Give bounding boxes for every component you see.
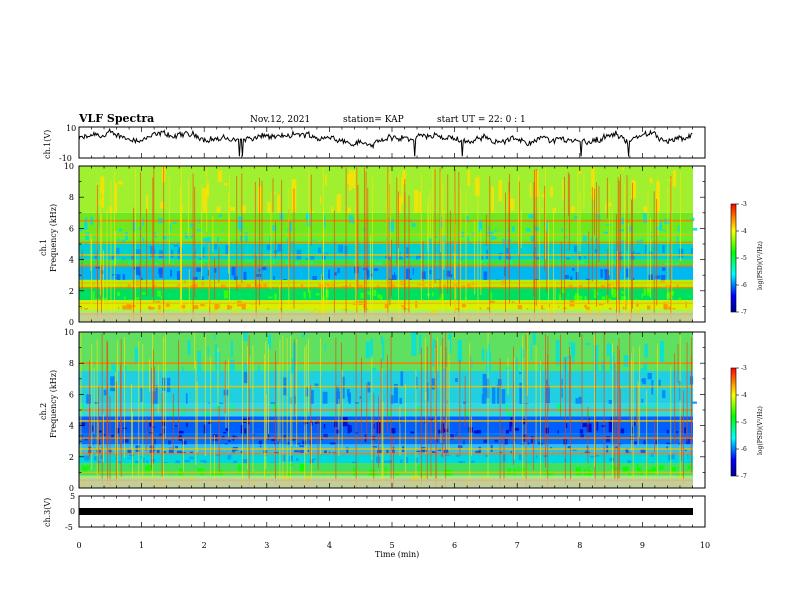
colorbar-tick: -7 xyxy=(741,473,747,480)
ch2-freq-ticks: 0 2 4 6 8 10 xyxy=(64,328,705,493)
ch3-ytick-0: 0 xyxy=(70,507,75,516)
time-tick-label: 3 xyxy=(264,541,269,550)
colorbar-tick: -3 xyxy=(741,201,747,208)
time-tick-label: 7 xyxy=(515,541,520,550)
colorbar-tick: -7 xyxy=(741,309,747,316)
freq-tick-label: 2 xyxy=(69,287,74,296)
ch2-spec-ylabel-freq: Frequency (kHz) xyxy=(49,370,58,438)
ch2-colorbar: -3 -4 -5 -6 -7 log(PSD)(V²/Hz) xyxy=(730,365,764,480)
time-tick-labels: 0 1 2 3 4 5 6 7 8 9 10 xyxy=(76,541,710,550)
colorbar-tick: -5 xyxy=(741,255,747,262)
freq-tick-label: 4 xyxy=(69,256,74,265)
ch1-spectrogram-image xyxy=(79,166,705,322)
freq-tick-label: 8 xyxy=(69,359,74,368)
ch1-spec-x-ticks xyxy=(78,166,706,322)
ch1-spectrogram-panel: 0 2 4 6 8 10 ch.1 Frequency (kHz) -3 -4 -5 -6 -7 … xyxy=(39,162,764,327)
ch3-ylabel: ch.3(V) xyxy=(43,498,52,527)
figure-title: VLF Spectra xyxy=(78,112,154,125)
x-axis-label: Time (min) xyxy=(375,550,419,559)
colorbar-tick: -6 xyxy=(741,282,747,289)
ch1-colorbar: -3 -4 -5 -6 -7 log(PSD)(V²/Hz) xyxy=(730,201,764,316)
ch1-ylabel: ch.1(V) xyxy=(43,130,52,159)
station-label: station= KAP xyxy=(343,115,404,125)
time-tick-label: 9 xyxy=(640,541,645,550)
ch2-colorbar-label: log(PSD)(V²/Hz) xyxy=(757,406,764,455)
ch2-spec-x-ticks xyxy=(78,332,706,488)
freq-tick-label: 6 xyxy=(69,224,74,233)
time-tick-label: 6 xyxy=(452,541,457,550)
colorbar-tick: -6 xyxy=(741,446,747,453)
freq-tick-label: 0 xyxy=(69,484,74,493)
time-tick-label: 8 xyxy=(577,541,582,550)
ch2-spectrogram-image xyxy=(79,332,705,488)
date-label: Nov.12, 2021 xyxy=(250,115,310,125)
ch1-x-ticks xyxy=(78,127,706,158)
freq-tick-label: 10 xyxy=(64,162,74,171)
ch1-spec-ylabel-freq: Frequency (kHz) xyxy=(49,204,58,272)
freq-tick-label: 2 xyxy=(69,453,74,462)
ch1-voltage-panel: 10 -10 ch.1(V) xyxy=(43,124,706,163)
ch3-ytick-5: 5 xyxy=(70,492,75,501)
time-tick-label: 0 xyxy=(76,541,81,550)
ch2-spectrogram-panel: 0 2 4 6 8 10 ch.2 Frequency (kHz) -3 -4 -5 -6 -7 … xyxy=(39,328,764,493)
time-tick-label: 4 xyxy=(327,541,332,550)
ch2-spec-ylabel-channel: ch.2 xyxy=(39,403,48,420)
time-tick-label: 2 xyxy=(202,541,207,550)
colorbar-tick: -4 xyxy=(741,228,747,235)
ch1-freq-ticks: 0 2 4 6 8 10 xyxy=(64,162,705,327)
freq-tick-label: 8 xyxy=(69,193,74,202)
time-tick-label: 1 xyxy=(139,541,144,550)
ch3-voltage-panel: 5 0 -5 ch.3(V) 0 1 2 3 4 5 6 7 8 9 10 Time (min) xyxy=(43,492,710,559)
colorbar-tick: -5 xyxy=(741,419,747,426)
colorbar-tick: -3 xyxy=(741,365,747,372)
ch1-colorbar-label: log(PSD)(V²/Hz) xyxy=(757,241,764,290)
freq-tick-label: 6 xyxy=(69,390,74,399)
ch3-x-ticks xyxy=(78,496,706,527)
ch1-ytick-bottom: -10 xyxy=(59,154,72,163)
start-ut-label: start UT = 22: 0 : 1 xyxy=(437,115,526,125)
ch1-spec-ylabel-channel: ch.1 xyxy=(39,239,48,256)
ch3-voltage-trace xyxy=(79,508,693,515)
time-tick-label: 5 xyxy=(389,541,394,550)
freq-tick-label: 0 xyxy=(69,318,74,327)
ch3-ytick-minus5: -5 xyxy=(65,523,73,532)
time-tick-label: 10 xyxy=(700,541,710,550)
colorbar-tick: -4 xyxy=(741,392,747,399)
freq-tick-label: 10 xyxy=(64,328,74,337)
freq-tick-label: 4 xyxy=(69,422,74,431)
ch1-voltage-trace xyxy=(78,127,693,157)
ch1-ytick-top: 10 xyxy=(66,124,76,133)
